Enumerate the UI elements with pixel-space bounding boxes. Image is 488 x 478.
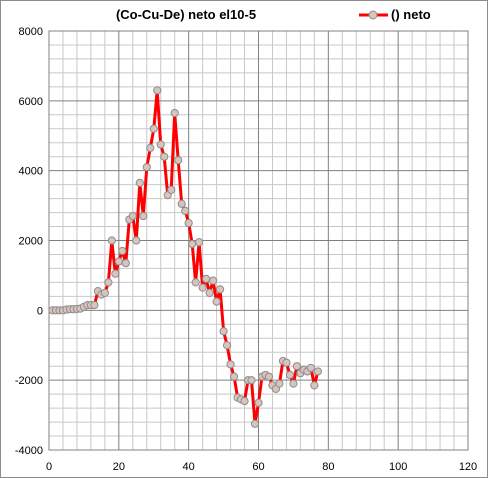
legend-series-label: () neto [391,7,431,22]
data-point [114,257,123,266]
y-tick-label: -2000 [15,375,43,387]
chart-title: (Co-Cu-De) neto el10-5 [116,7,256,22]
data-point [135,178,144,187]
data-point [202,274,211,284]
data-point [160,152,169,161]
data-point [177,199,186,208]
data-point [222,341,232,350]
data-point [215,285,225,294]
data-point [247,376,256,385]
data-point [149,124,158,133]
x-tick-label: 120 [459,461,477,473]
data-point [285,370,295,380]
data-point [174,156,183,165]
y-tick-label: 6000 [19,96,43,108]
data-point [250,419,260,428]
data-point [90,300,99,310]
data-point [205,288,214,297]
plot-area-border [48,30,469,451]
series-line [52,88,320,426]
data-point [275,379,284,388]
legend: () neto [359,7,431,22]
data-point [146,143,155,153]
data-point [229,372,239,381]
data-point [212,297,221,306]
data-point [198,283,207,292]
y-axis-tick-labels: -4000 -2000 0 2000 4000 6000 8000 [15,26,43,457]
y-tick-label: 4000 [19,166,43,178]
x-tick-label: 80 [322,461,334,473]
data-point [100,288,109,297]
series-layer [48,86,322,428]
y-tick-label: 2000 [19,236,43,248]
data-point [188,239,197,249]
y-tick-label: 8000 [19,26,43,38]
data-point [111,269,120,278]
data-point [310,381,319,390]
data-point [142,163,151,172]
data-point [132,236,141,245]
data-point [313,367,322,376]
x-tick-label: 100 [389,461,407,473]
y-tick-label: -4000 [15,445,43,457]
data-point [289,379,298,388]
data-point [219,327,228,336]
data-point [153,86,162,95]
data-point [107,236,116,245]
data-point [254,398,263,407]
data-point [306,363,315,373]
x-tick-label: 40 [183,461,195,473]
legend-marker [368,10,378,20]
data-point [195,238,204,247]
data-point [121,259,130,268]
data-point [156,140,165,149]
x-tick-label: 20 [113,461,125,473]
data-point [226,360,235,369]
y-tick-label: 0 [37,305,43,317]
data-point [292,362,302,371]
data-point [240,397,249,406]
data-point [184,218,193,228]
data-point [191,278,200,287]
data-point [282,358,291,367]
data-point [170,108,179,118]
data-point [209,276,218,285]
data-point [139,211,148,221]
data-point [264,372,274,381]
data-point [181,206,190,215]
x-axis-tick-labels: 0 20 40 60 80 100 120 [46,461,477,473]
x-tick-label: 60 [252,461,264,473]
data-point [128,211,137,221]
x-tick-label: 0 [46,461,52,473]
data-point [118,246,127,256]
data-point [104,278,113,287]
data-point [167,185,176,194]
